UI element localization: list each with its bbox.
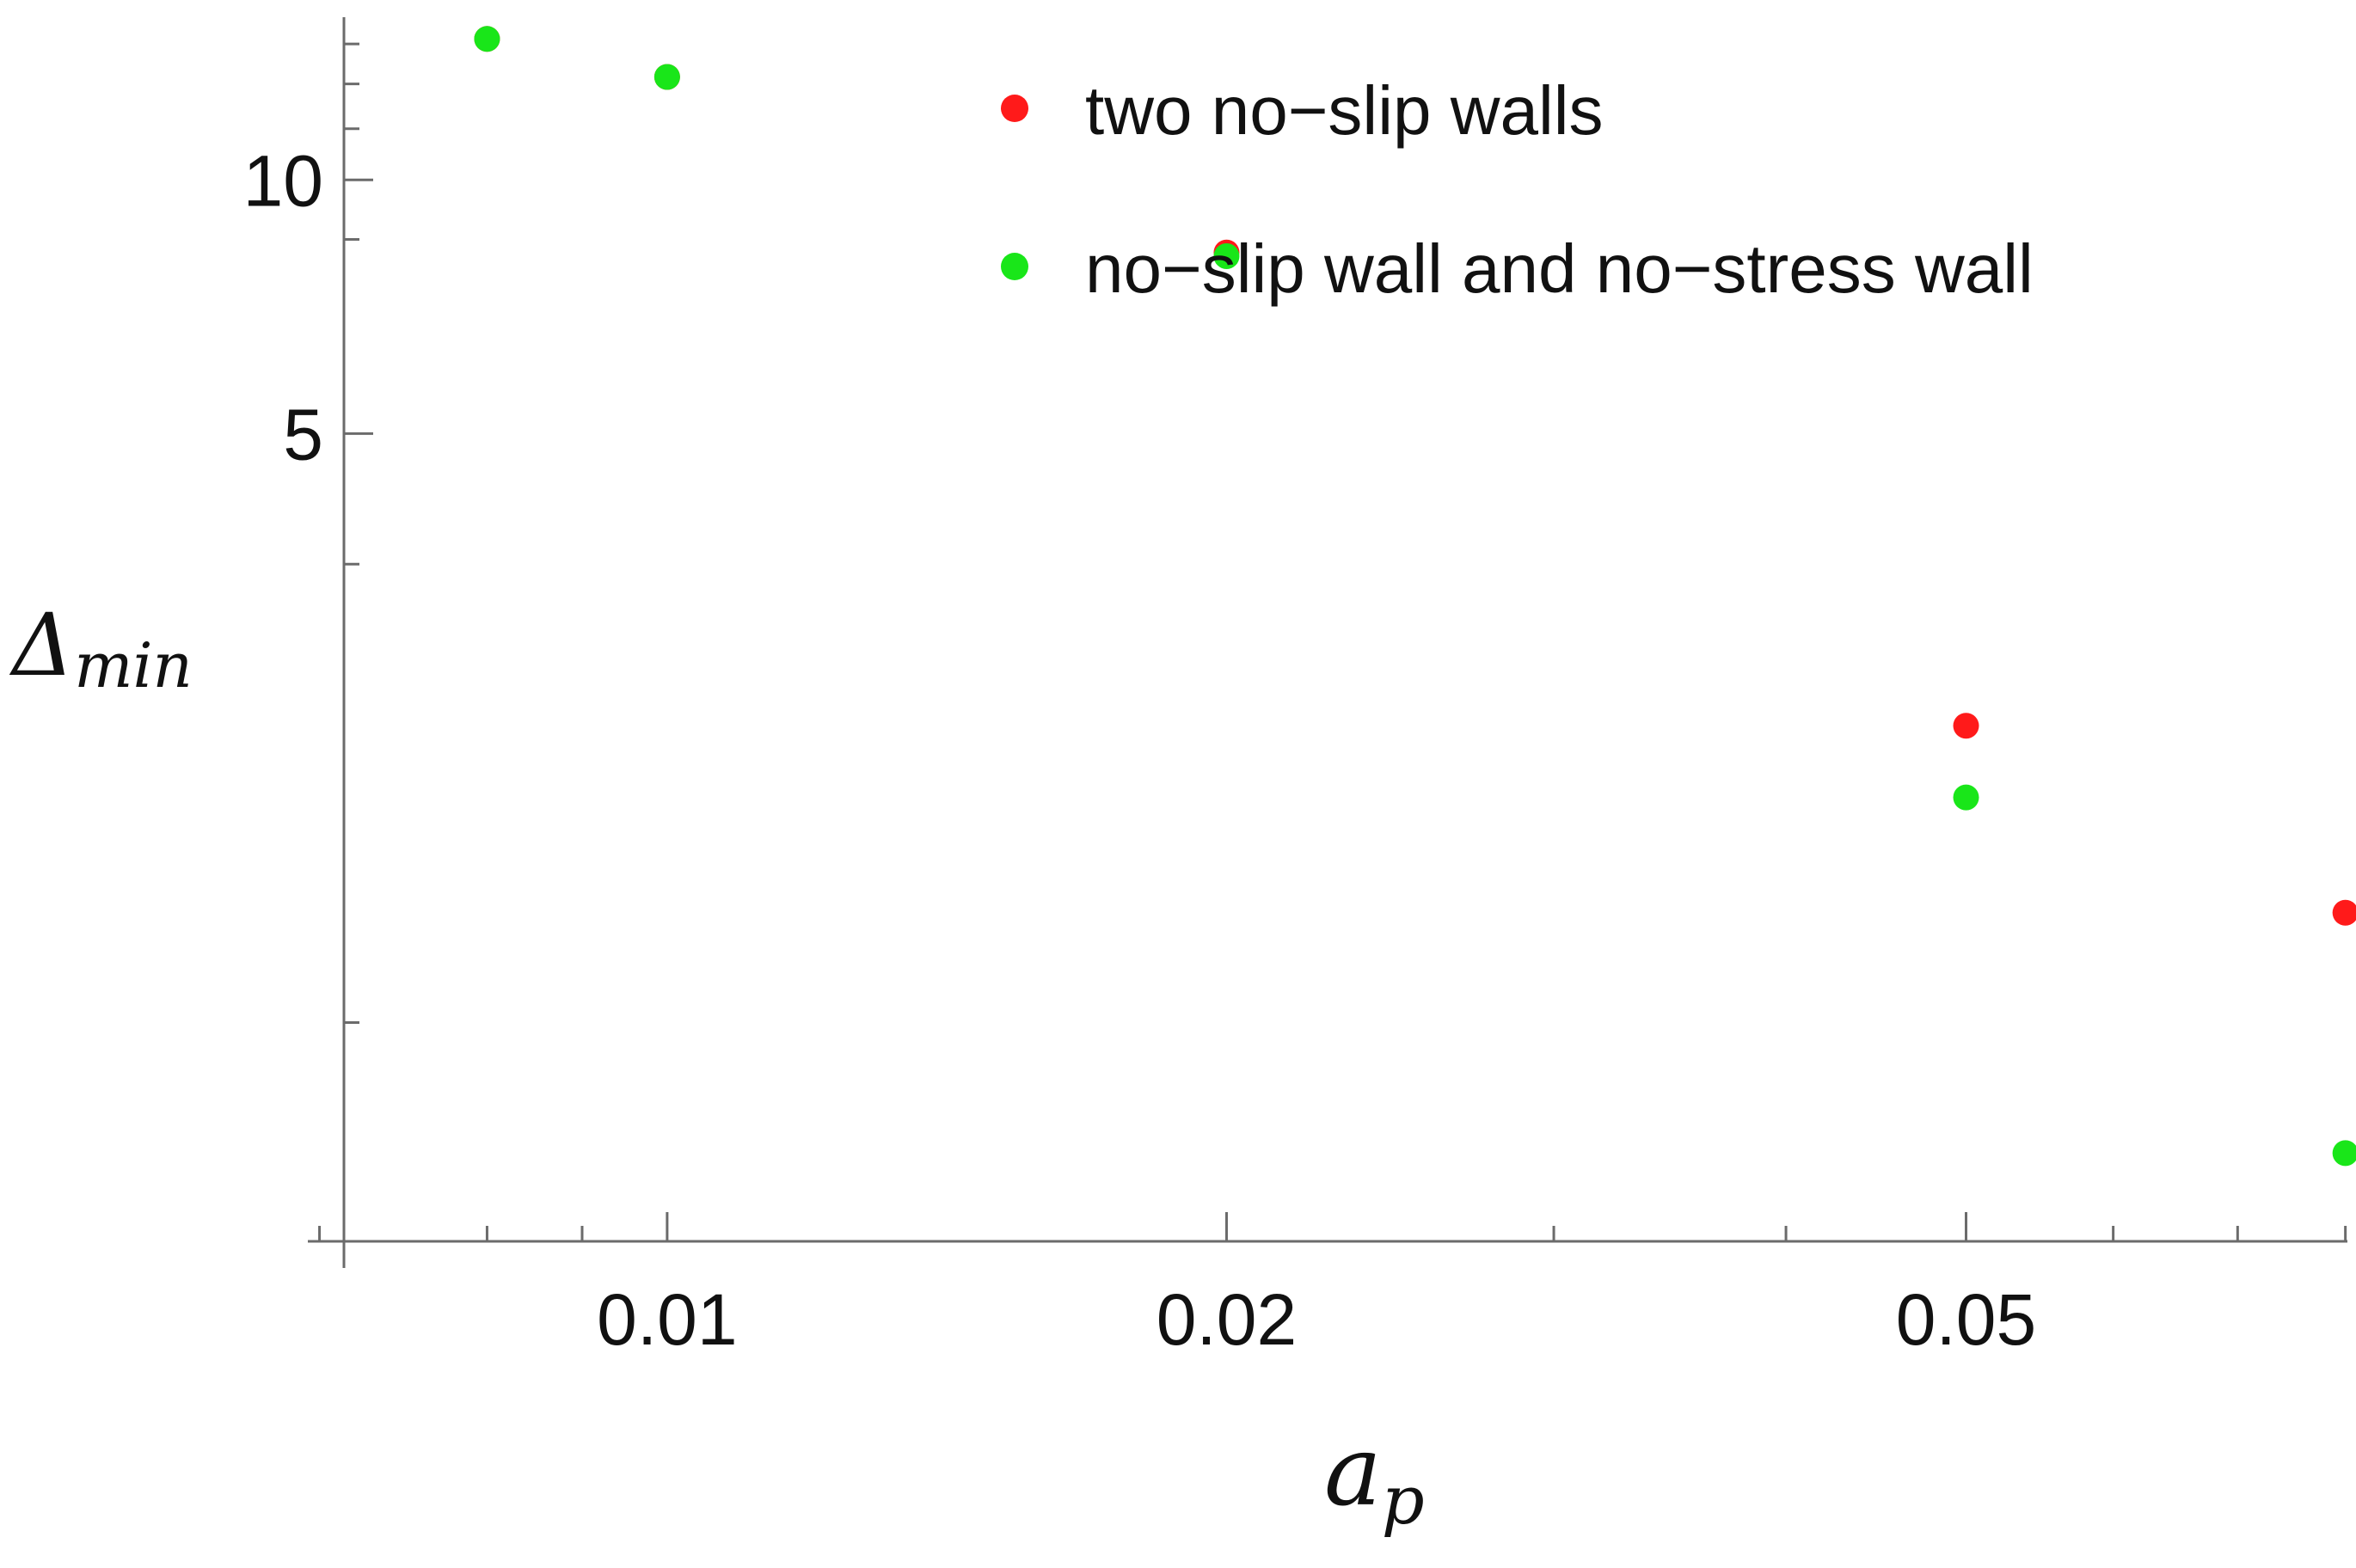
- legend-label-no-slip-no-stress: no−slip wall and no−stress wall: [1085, 230, 2034, 307]
- data-point-series-1-1: [653, 64, 680, 90]
- x-axis-subscript: p: [1382, 1462, 1425, 1540]
- legend-swatch-two-no-slip: [1001, 95, 1028, 122]
- data-point-series-0-3: [1953, 713, 1979, 739]
- x-tick-label-0.01: 0.01: [597, 1279, 738, 1360]
- legend-swatch-no-slip-no-stress: [1001, 253, 1028, 280]
- data-point-series-1-0: [474, 26, 500, 52]
- x-tick-label-0.05: 0.05: [1896, 1279, 2037, 1360]
- series-1: [474, 26, 2356, 1167]
- legend-label-two-no-slip: two no−slip walls: [1085, 72, 1604, 149]
- x-axis-symbol: a: [1324, 1416, 1382, 1528]
- y-tick-label-10: 10: [243, 140, 323, 221]
- axes: [308, 17, 2347, 1268]
- legend: two no−slip walls no−slip wall and no−st…: [1001, 72, 2034, 307]
- data-point-series-1-3: [1953, 784, 1979, 811]
- x-axis-title: ap: [1324, 1416, 1425, 1540]
- data-points: [474, 26, 2356, 1167]
- y-axis-subscript: min: [74, 629, 193, 701]
- y-axis-symbol: Δ: [9, 595, 74, 695]
- data-point-series-0-4: [2332, 899, 2356, 926]
- tick-labels: 5 10 0.01 0.02 0.05: [243, 140, 2037, 1360]
- y-tick-label-5: 5: [283, 394, 323, 475]
- series-0: [474, 26, 2356, 926]
- ticks: [318, 42, 2347, 1241]
- data-point-series-1-4: [2332, 1140, 2356, 1167]
- y-axis-title: Δmin: [9, 595, 193, 701]
- data-point-series-1-2: [1213, 242, 1240, 269]
- x-tick-label-0.02: 0.02: [1157, 1279, 1298, 1360]
